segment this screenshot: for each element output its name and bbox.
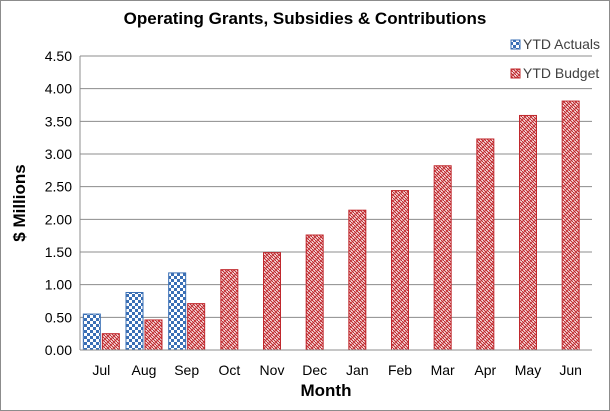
budget-bar-nov [263,252,281,351]
x-tick-label: Jul [92,362,110,378]
legend-label-actuals: YTD Actuals [523,36,600,52]
budget-bar-mar [433,165,452,351]
y-tick-label: 1.00 [45,277,72,293]
y-tick-label: 4.00 [45,81,72,97]
y-tick-label: 0.50 [45,309,72,325]
legend-swatch-actuals [510,39,521,50]
legend-label-budget: YTD Budget [523,65,599,81]
y-tick-label: 3.00 [45,146,72,162]
y-tick-label: 4.50 [45,48,72,64]
budget-bar-may [519,114,537,351]
gridlines [80,55,592,318]
bars [82,100,580,351]
budget-bar-jun [561,100,580,351]
x-tick-label: Mar [431,362,455,378]
actuals-bar-aug [125,292,144,351]
budget-bar-jan [348,209,367,351]
x-tick-label: Feb [388,362,412,378]
y-tick-label: 2.50 [45,179,72,195]
x-tick-label: Jan [346,362,369,378]
x-tick-label: Nov [260,362,285,378]
actuals-bar-sep [168,272,187,351]
legend-swatch-budget [510,68,521,79]
legend: YTD Actuals YTD Budget [510,36,600,81]
budget-bar-sep [187,303,206,351]
x-axis-label: Month [301,381,352,400]
budget-bar-jul [101,333,120,351]
y-tick-label: 3.50 [45,113,72,129]
axes [79,56,592,351]
y-tick-labels: 0.00 0.50 1.00 1.50 2.00 2.50 3.00 3.50 4.00 4.50 [45,48,72,358]
x-tick-label: Sep [174,362,199,378]
budget-bar-feb [391,190,409,351]
y-axis-label: $ Millions [10,164,29,241]
x-tick-label: Aug [132,362,157,378]
x-tick-label: Dec [302,362,327,378]
x-tick-label: Apr [474,362,496,378]
y-tick-label: 0.00 [45,342,72,358]
x-tick-label: Oct [218,362,240,378]
budget-bar-apr [476,138,495,351]
chart-title: Operating Grants, Subsidies & Contributi… [124,9,487,28]
y-tick-label: 2.00 [45,211,72,227]
x-tick-labels: Jul Aug Sep Oct Nov Dec Jan Feb Mar Apr May Jun [92,362,582,378]
budget-bar-aug [144,319,163,351]
y-tick-label: 1.50 [45,244,72,260]
actuals-bar-jul [82,313,101,351]
x-tick-label: Jun [559,362,582,378]
budget-bar-dec [305,234,324,351]
x-tick-label: May [515,362,541,378]
budget-bar-oct [220,269,239,351]
